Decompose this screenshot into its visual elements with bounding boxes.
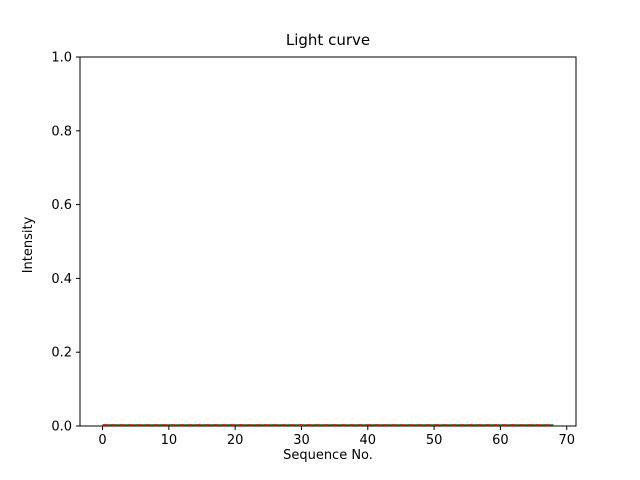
y-tick-label: 1.0 [51, 51, 72, 66]
x-tick-label: 40 [360, 433, 377, 448]
x-tick-label: 0 [98, 433, 106, 448]
x-tick-label: 50 [426, 433, 443, 448]
x-axis-label: Sequence No. [283, 448, 373, 463]
x-tick-label: 60 [492, 433, 509, 448]
y-tick-label: 0.6 [51, 198, 72, 213]
x-tick-label: 70 [558, 433, 575, 448]
y-axis-label-text: Intensity [21, 216, 36, 274]
x-tick-label: 30 [293, 433, 310, 448]
plot-frame [79, 56, 577, 427]
y-tick-label: 0.8 [51, 124, 72, 139]
x-tick-label: 20 [227, 433, 244, 448]
y-tick-label: 0.2 [51, 346, 72, 361]
y-tick-label: 0.0 [51, 420, 72, 435]
chart-title: Light curve [285, 31, 371, 49]
y-tick-label: 0.4 [51, 272, 72, 287]
x-tick-label: 10 [161, 433, 178, 448]
